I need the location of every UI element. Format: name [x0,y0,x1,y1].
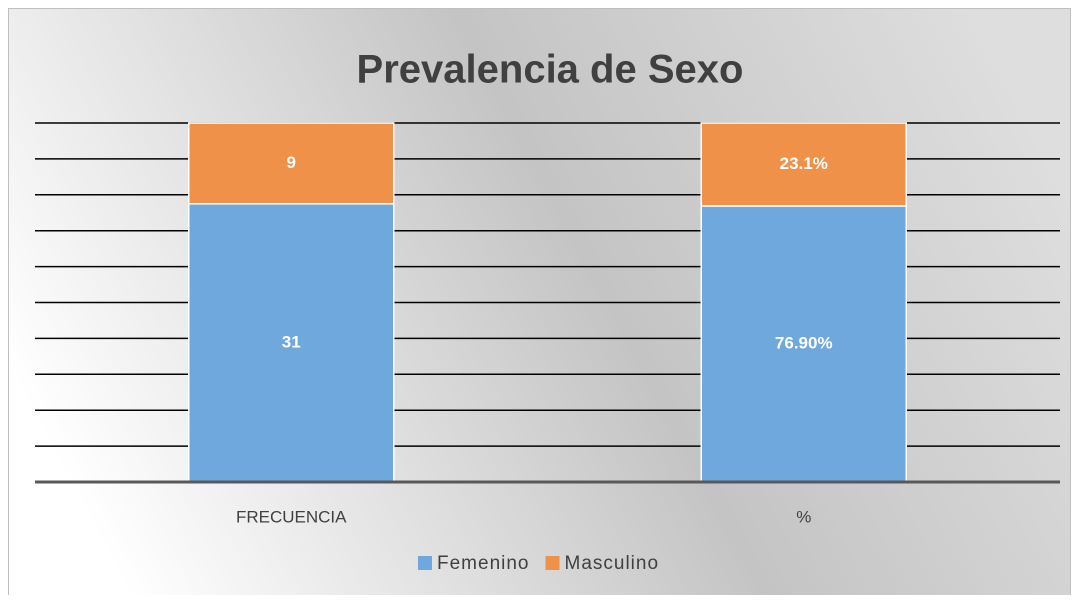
bar-segment [700,122,907,207]
bar-segment [700,205,907,483]
x-tick-label: % [796,507,811,526]
bar-segment [188,203,395,483]
x-tick-label: FRECUENCIA [236,507,347,526]
data-label: 31 [282,332,301,351]
chart-title: Prevalencia de Sexo [357,48,744,92]
data-label: 76.90% [775,333,833,352]
legend-label: Femenino [437,553,530,574]
legend-label: Masculino [565,553,660,574]
bar-segment [188,122,395,205]
legend-swatch [418,556,432,570]
legend: Femenino Masculino [418,553,660,574]
legend-swatch [545,556,560,570]
data-label: 9 [287,153,296,172]
data-label: 23.1% [780,154,828,173]
